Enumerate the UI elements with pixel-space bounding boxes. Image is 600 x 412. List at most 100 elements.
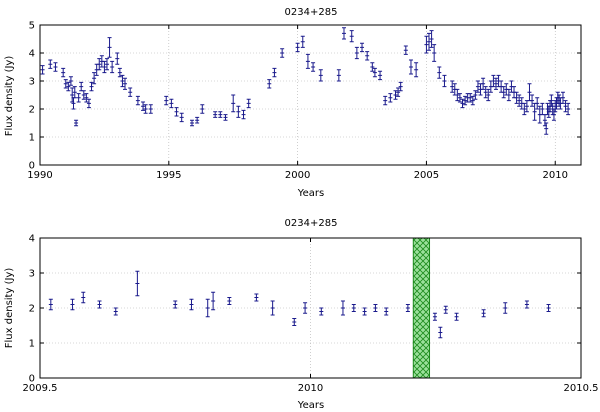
bottom-data-point-14 — [303, 302, 308, 314]
top-data-point-117 — [545, 102, 550, 116]
top-data-point-115 — [542, 114, 547, 127]
top-data-point-112 — [535, 97, 540, 110]
top-data-point-42 — [218, 111, 223, 118]
bottom-data-point-16 — [340, 300, 345, 316]
bottom-data-point-28 — [524, 300, 529, 309]
top-data-point-27 — [120, 74, 125, 88]
bottom-data-point-24 — [443, 305, 448, 314]
top-data-point-63 — [372, 67, 377, 78]
top-points-group — [40, 27, 571, 135]
top-data-point-19 — [97, 58, 102, 71]
top-plot-frame — [39, 24, 582, 166]
top-data-point-3 — [61, 67, 66, 78]
bottom-chart-title: 0234+285 — [285, 218, 338, 229]
top-data-point-33 — [148, 104, 153, 114]
top-data-point-77 — [437, 66, 442, 79]
bottom-ytick-label-2: 2 — [29, 304, 35, 315]
bottom-data-point-20 — [384, 307, 389, 316]
top-data-point-16 — [89, 81, 94, 92]
top-data-point-110 — [530, 94, 535, 107]
bottom-xtick-label-2: 2010.5 — [564, 383, 599, 394]
top-data-point-101 — [506, 88, 511, 102]
top-data-point-104 — [514, 91, 519, 104]
top-data-point-81 — [455, 88, 460, 102]
top-data-point-32 — [143, 104, 148, 114]
bottom-data-point-1 — [70, 298, 75, 311]
top-data-point-57 — [341, 27, 346, 40]
top-data-point-71 — [408, 59, 413, 75]
top-data-point-123 — [553, 100, 558, 113]
top-data-point-1 — [48, 59, 53, 69]
top-data-point-17 — [92, 72, 97, 85]
top-data-point-65 — [383, 95, 388, 106]
top-data-point-128 — [560, 91, 565, 104]
top-data-point-67 — [393, 90, 398, 100]
top-data-point-95 — [491, 74, 496, 88]
top-data-point-83 — [460, 98, 465, 109]
top-chart-panel: 0234+285 Flux density (Jy) Years 1990 199… — [4, 7, 582, 199]
top-data-point-88 — [473, 90, 478, 100]
top-data-point-98 — [499, 80, 504, 93]
bottom-chart-ylabel: Flux density (Jy) — [4, 268, 15, 349]
bottom-data-point-11 — [254, 293, 259, 302]
bottom-data-point-3 — [97, 300, 102, 309]
bottom-data-point-23 — [438, 326, 443, 339]
top-data-point-54 — [311, 62, 316, 72]
top-data-point-68 — [396, 87, 401, 97]
bottom-data-point-0 — [48, 298, 53, 311]
bottom-highlight-band — [412, 237, 431, 379]
top-data-point-70 — [403, 45, 408, 55]
top-data-point-73 — [424, 35, 429, 54]
top-data-point-75 — [429, 30, 434, 48]
top-data-point-15 — [86, 98, 91, 109]
top-data-point-11 — [76, 93, 81, 103]
bottom-data-point-6 — [173, 300, 178, 309]
top-xtick-label-0: 1990 — [27, 170, 52, 181]
top-data-point-37 — [179, 112, 184, 123]
top-data-point-72 — [414, 62, 419, 78]
top-data-point-59 — [354, 46, 359, 60]
top-data-point-127 — [558, 97, 563, 110]
bottom-data-point-12 — [270, 300, 275, 316]
bottom-plot-frame — [39, 237, 582, 379]
top-data-point-108 — [524, 100, 529, 113]
top-data-point-111 — [532, 102, 537, 121]
top-ytick-label-5: 5 — [29, 21, 35, 32]
bottom-data-point-21 — [405, 304, 410, 312]
bottom-data-point-29 — [546, 304, 551, 312]
top-data-point-79 — [450, 80, 455, 93]
top-ytick-label-1: 1 — [29, 133, 35, 144]
top-data-point-58 — [349, 30, 354, 43]
top-xtick-label-2: 2000 — [285, 170, 310, 181]
top-data-point-86 — [468, 93, 473, 103]
top-data-point-82 — [457, 93, 462, 103]
bottom-data-point-26 — [481, 309, 486, 318]
top-data-point-106 — [519, 97, 524, 110]
top-data-point-39 — [195, 116, 200, 124]
top-data-point-6 — [68, 76, 73, 86]
top-data-point-5 — [66, 81, 71, 92]
top-data-point-35 — [169, 98, 174, 109]
top-data-point-49 — [272, 67, 277, 78]
top-data-point-45 — [236, 105, 241, 118]
top-data-point-116 — [544, 122, 549, 135]
bottom-data-point-4 — [113, 307, 118, 316]
top-data-point-109 — [527, 83, 532, 102]
top-data-point-130 — [566, 102, 571, 116]
top-data-point-100 — [504, 83, 509, 96]
top-data-point-51 — [295, 42, 300, 53]
top-data-point-96 — [493, 77, 498, 90]
top-data-point-25 — [115, 52, 120, 65]
top-chart-ylabel: Flux density (Jy) — [4, 56, 15, 137]
top-data-point-85 — [465, 93, 470, 103]
top-data-point-12 — [79, 81, 84, 92]
top-data-point-105 — [517, 94, 522, 107]
top-data-point-74 — [427, 32, 432, 51]
top-data-point-31 — [141, 101, 146, 111]
top-data-point-29 — [128, 87, 133, 97]
top-data-point-60 — [360, 42, 365, 53]
top-data-point-4 — [63, 79, 68, 89]
top-data-point-56 — [336, 69, 341, 82]
bottom-data-point-18 — [362, 307, 367, 316]
